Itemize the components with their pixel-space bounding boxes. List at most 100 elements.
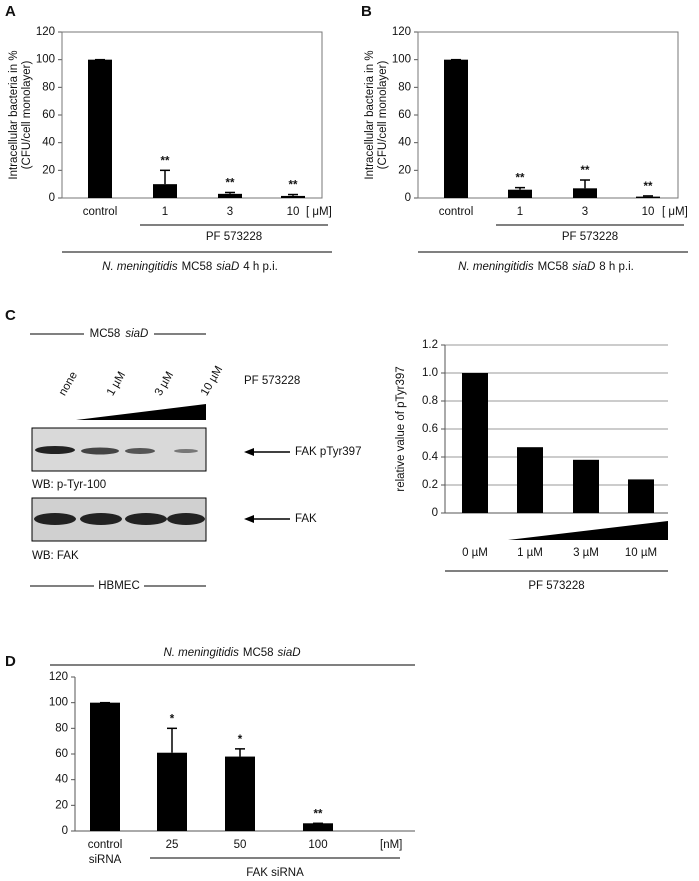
label-bg bbox=[84, 326, 154, 342]
y-tick-label: 1.0 bbox=[422, 367, 438, 379]
bar bbox=[462, 373, 488, 513]
gene: siaD bbox=[278, 647, 301, 659]
error-bar bbox=[167, 727, 177, 753]
error-bar bbox=[643, 195, 653, 197]
x-tick-label: 1 µM bbox=[517, 547, 543, 559]
y-tick-label: 80 bbox=[42, 81, 55, 93]
y-tick-label: 120 bbox=[36, 26, 55, 38]
significance: ** bbox=[644, 181, 653, 193]
cell-line: HBMEC bbox=[98, 580, 140, 592]
y-tick-label: 0.6 bbox=[422, 423, 438, 435]
x-tick-label: 1 bbox=[162, 206, 168, 218]
rich-label: N. meningitidis MC58 siaD bbox=[163, 647, 300, 659]
significance: ** bbox=[314, 808, 323, 820]
strain: MC58 bbox=[243, 647, 274, 659]
bar bbox=[573, 188, 597, 198]
x-tick-label: 10 µM bbox=[625, 547, 657, 559]
antibody: WB: FAK bbox=[32, 550, 79, 562]
x-tick-label: 3 µM bbox=[573, 547, 599, 559]
significance: * bbox=[170, 713, 175, 725]
x-tick-label: 100 bbox=[308, 839, 327, 851]
band bbox=[125, 513, 167, 525]
x-tick-label-box: control siRNA bbox=[87, 839, 123, 866]
x-unit: [nM] bbox=[380, 839, 402, 851]
y-axis-label: (CFU/cell monolayer) bbox=[21, 61, 33, 170]
organism: N. meningitidis bbox=[102, 261, 178, 273]
blot: MC58 siaD none 1 µM 3 µM 10 µM PF 573228 … bbox=[30, 326, 361, 594]
gene: siaD bbox=[572, 261, 595, 273]
band bbox=[125, 448, 155, 454]
error-bar bbox=[288, 193, 298, 196]
significance: ** bbox=[161, 155, 170, 167]
panel-letter: D bbox=[5, 653, 16, 670]
bar bbox=[281, 195, 305, 198]
y-tick-label: 80 bbox=[398, 81, 411, 93]
significance: ** bbox=[226, 177, 235, 189]
error-bar bbox=[580, 179, 590, 189]
y-tick-label: 20 bbox=[55, 799, 68, 811]
error-bar bbox=[235, 748, 245, 757]
group-label: PF 573228 bbox=[528, 580, 584, 592]
blot-header: MC58 siaD bbox=[90, 328, 149, 340]
bar bbox=[517, 447, 543, 513]
bar bbox=[90, 702, 120, 831]
band bbox=[81, 447, 119, 455]
y-tick-label: 100 bbox=[49, 697, 68, 709]
x-tick-label: 3 bbox=[582, 206, 588, 218]
panel-letter: A bbox=[5, 3, 16, 20]
significance: ** bbox=[581, 165, 590, 177]
lane-label: 3 µM bbox=[153, 370, 176, 398]
rich-label: N. meningitidis MC58 siaD 4 h p.i. bbox=[102, 261, 278, 273]
y-tick-label: 0.2 bbox=[422, 479, 438, 491]
gradient-triangle bbox=[76, 404, 206, 420]
bar bbox=[153, 184, 177, 198]
significance: * bbox=[238, 734, 243, 746]
y-tick-label: 40 bbox=[55, 774, 68, 786]
lane-label: none bbox=[57, 370, 80, 398]
bar bbox=[157, 752, 187, 831]
bar bbox=[88, 59, 112, 198]
x-tick-label: 0 µM bbox=[462, 547, 488, 559]
x-tick-label: 3 bbox=[227, 206, 233, 218]
band bbox=[167, 513, 205, 525]
y-tick-label: 0 bbox=[432, 507, 438, 519]
error-bar bbox=[515, 186, 525, 190]
arrow-head bbox=[244, 448, 254, 456]
band bbox=[34, 513, 76, 525]
y-axis-label: (CFU/cell monolayer) bbox=[377, 61, 389, 170]
x-tick-label: control bbox=[439, 206, 474, 218]
y-tick-label: 60 bbox=[398, 109, 411, 121]
y-tick-label: 0 bbox=[49, 192, 55, 204]
x-tick-label: 10 bbox=[287, 206, 300, 218]
gene: siaD bbox=[125, 328, 148, 340]
y-tick-label: 100 bbox=[36, 54, 55, 66]
y-axis-label: Intracellular bacteria in % bbox=[364, 50, 376, 179]
rich-label: N. meningitidis MC58 siaD 8 h p.i. bbox=[458, 261, 634, 273]
lane-label: 10 µM bbox=[199, 364, 225, 398]
y-tick-label: 20 bbox=[42, 164, 55, 176]
y-tick-label: 1.2 bbox=[422, 339, 438, 351]
label-bg bbox=[94, 578, 144, 594]
strain: MC58 bbox=[182, 261, 213, 273]
x-tick-label: 50 bbox=[234, 839, 247, 851]
y-tick-label: 40 bbox=[398, 137, 411, 149]
bar bbox=[303, 823, 333, 831]
x-tick-label: control siRNA bbox=[87, 839, 123, 866]
antibody: WB: p-Tyr-100 bbox=[32, 479, 106, 491]
group-label: FAK siRNA bbox=[246, 867, 304, 879]
bar bbox=[444, 59, 468, 198]
y-tick-label: 120 bbox=[392, 26, 411, 38]
strain: MC58 bbox=[538, 261, 569, 273]
y-axis-label: Intracellular bacteria in % bbox=[8, 50, 20, 179]
y-tick-label: 0 bbox=[405, 192, 411, 204]
organism: N. meningitidis bbox=[458, 261, 534, 273]
bar bbox=[628, 479, 654, 513]
x-unit: [ μM] bbox=[306, 206, 332, 218]
lane-label: 1 µM bbox=[105, 370, 128, 398]
plot-frame bbox=[61, 31, 323, 199]
x-tick-label: 1 bbox=[517, 206, 523, 218]
y-tick-label: 0.8 bbox=[422, 395, 438, 407]
panel-letter: C bbox=[5, 307, 16, 324]
band bbox=[80, 513, 122, 525]
